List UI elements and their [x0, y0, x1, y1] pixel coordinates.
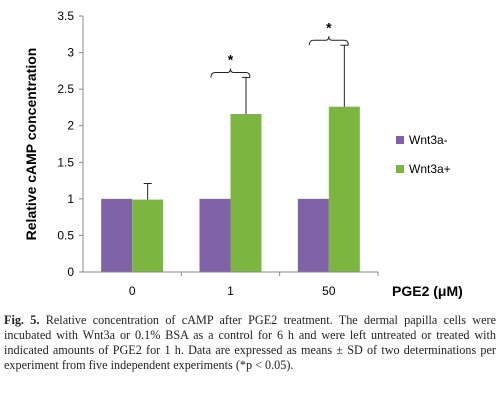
y-axis-title: Relative cAMP concentration: [23, 48, 39, 241]
significance-star: *: [228, 51, 234, 67]
y-tick-label: 2: [67, 119, 74, 133]
legend-swatch: [396, 165, 404, 173]
error-bars: [143, 44, 349, 200]
x-axis-ticks: 0 1 50: [129, 272, 379, 298]
bar-wnt3a--1: [199, 198, 231, 272]
y-tick-label: 3.5: [57, 9, 74, 23]
figure-label: Fig. 5.: [4, 313, 40, 327]
bar-wnt3a--0: [101, 198, 133, 272]
significance-bracket: [210, 68, 251, 78]
legend-label: Wnt3a+: [409, 162, 451, 176]
legend-label: Wnt3a-: [409, 133, 448, 147]
y-tick-label: 2.5: [57, 82, 74, 96]
y-axis-ticks: 0 0.5 1 1.5 2 2.5 3 3.5: [57, 9, 83, 279]
bar-wnt3a--50: [328, 106, 360, 272]
significance-star: *: [326, 19, 332, 35]
x-axis-title: PGE2 (μM): [392, 283, 463, 299]
caption-text: Relative concentration of cAMP after PGE…: [4, 313, 496, 372]
bars: [101, 106, 360, 272]
significance-bracket: [308, 36, 349, 46]
bar-wnt3a--0: [132, 199, 164, 272]
bar-wnt3a--50: [297, 198, 329, 272]
y-tick-label: 1.5: [57, 155, 74, 169]
significance-brackets: **: [210, 19, 349, 78]
legend-swatch: [396, 136, 404, 144]
x-tick-label: 50: [322, 284, 336, 298]
x-tick-label: 1: [227, 284, 234, 298]
y-tick-label: 3: [67, 46, 74, 60]
y-tick-label: 1: [67, 192, 74, 206]
y-tick-label: 0: [67, 265, 74, 279]
bar-chart: 00.511.522.533.5 ** 0 1 50 Relative cAMP c…: [23, 9, 463, 299]
figure-caption: Fig. 5. Relative concentration of cAMP a…: [4, 313, 496, 373]
legend: Wnt3a- Wnt3a+: [396, 133, 451, 176]
bar-wnt3a--1: [230, 114, 262, 272]
y-tick-label: 0.5: [57, 228, 74, 242]
x-tick-label: 0: [129, 284, 136, 298]
